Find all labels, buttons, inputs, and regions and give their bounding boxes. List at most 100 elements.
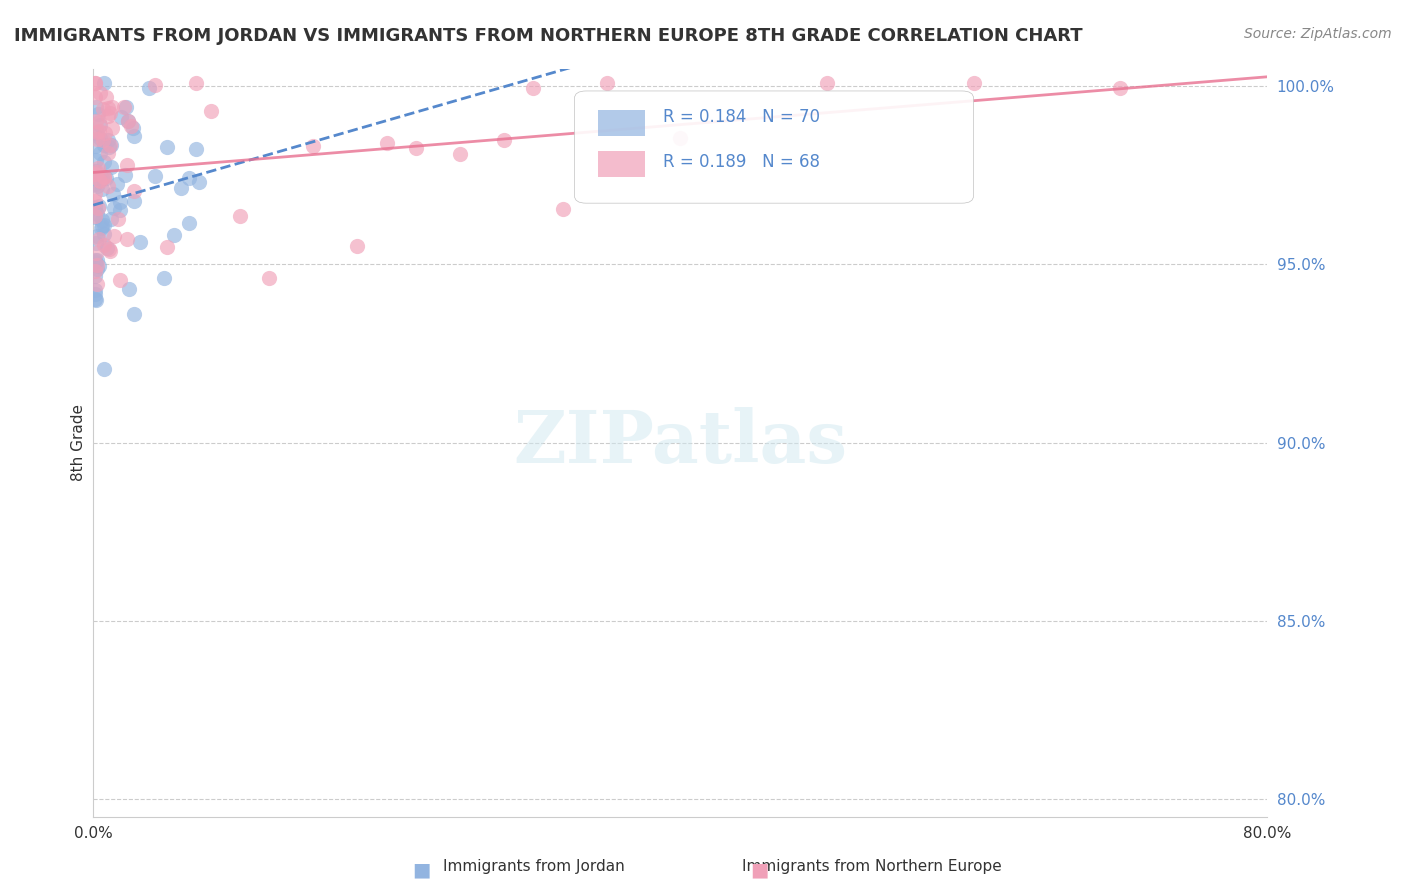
Point	[117, 113, 139, 128]
Point	[94, 126, 117, 140]
Point	[97, 145, 120, 160]
Point	[86, 252, 108, 267]
Text: Source: ZipAtlas.com: Source: ZipAtlas.com	[1244, 27, 1392, 41]
Point	[89, 87, 111, 101]
Point	[83, 210, 105, 224]
Point	[84, 100, 107, 114]
Point	[89, 131, 111, 145]
Point	[96, 241, 118, 255]
Point	[121, 120, 143, 135]
Point	[97, 109, 120, 123]
Point	[184, 142, 207, 156]
Point	[107, 211, 129, 226]
Point	[115, 232, 138, 246]
Point	[83, 287, 105, 301]
Text: ■: ■	[749, 860, 769, 880]
Point	[152, 271, 174, 285]
Text: R = 0.189   N = 68: R = 0.189 N = 68	[662, 153, 820, 171]
Point	[86, 229, 108, 244]
Point	[120, 119, 142, 133]
Point	[115, 158, 138, 172]
Point	[93, 132, 115, 146]
Point	[103, 229, 125, 244]
Point	[83, 76, 105, 90]
Point	[449, 147, 471, 161]
Point	[97, 101, 120, 115]
Point	[93, 227, 115, 241]
Point	[83, 90, 105, 104]
Point	[84, 186, 107, 200]
Point	[84, 200, 107, 214]
Point	[115, 100, 138, 114]
Point	[98, 244, 121, 258]
Point	[155, 140, 177, 154]
Point	[83, 139, 105, 153]
Point	[86, 261, 108, 276]
Point	[84, 264, 107, 278]
Point	[122, 307, 145, 321]
Point	[110, 110, 132, 124]
Bar	[598, 151, 645, 177]
Point	[84, 283, 107, 297]
Point	[89, 146, 111, 161]
Point	[93, 362, 115, 376]
Point	[86, 179, 108, 194]
Point	[184, 76, 207, 90]
Point	[122, 194, 145, 209]
Point	[145, 78, 167, 92]
Point	[97, 140, 120, 154]
Point	[815, 76, 838, 90]
Point	[103, 201, 125, 215]
Point	[86, 202, 108, 216]
Point	[87, 161, 110, 175]
Point	[86, 164, 108, 178]
Point	[522, 81, 544, 95]
Point	[84, 114, 107, 128]
Point	[83, 164, 105, 178]
Point	[83, 194, 105, 209]
Point	[87, 232, 110, 246]
Point	[129, 235, 152, 250]
Point	[669, 131, 692, 145]
Point	[122, 184, 145, 198]
Y-axis label: 8th Grade: 8th Grade	[72, 404, 86, 481]
Point	[143, 169, 166, 184]
FancyBboxPatch shape	[575, 91, 973, 203]
Point	[84, 235, 107, 250]
Point	[405, 140, 427, 154]
Bar	[598, 110, 645, 136]
Point	[100, 160, 122, 174]
Point	[86, 132, 108, 146]
Point	[86, 206, 108, 220]
Point	[96, 90, 118, 104]
Point	[86, 125, 108, 139]
Point	[112, 100, 135, 114]
Point	[83, 167, 105, 181]
Text: Immigrants from Jordan: Immigrants from Jordan	[443, 859, 626, 874]
Point	[83, 76, 105, 90]
Point	[83, 268, 105, 283]
Point	[83, 293, 105, 307]
Point	[93, 169, 115, 184]
Point	[84, 153, 107, 167]
Text: Immigrants from Northern Europe: Immigrants from Northern Europe	[742, 859, 1001, 874]
Point	[177, 170, 200, 185]
Point	[86, 107, 108, 121]
Point	[108, 203, 131, 218]
Point	[91, 102, 114, 116]
Point	[375, 136, 398, 151]
Point	[93, 76, 115, 90]
Point	[86, 277, 108, 292]
Point	[90, 182, 112, 196]
Point	[98, 137, 121, 152]
Point	[83, 255, 105, 269]
Point	[551, 202, 574, 216]
Point	[346, 239, 368, 253]
Text: ZIPatlas: ZIPatlas	[513, 407, 848, 478]
Point	[1109, 81, 1132, 95]
Point	[90, 219, 112, 234]
Point	[100, 212, 122, 227]
Point	[84, 293, 107, 307]
Point	[200, 103, 222, 118]
Point	[155, 240, 177, 254]
